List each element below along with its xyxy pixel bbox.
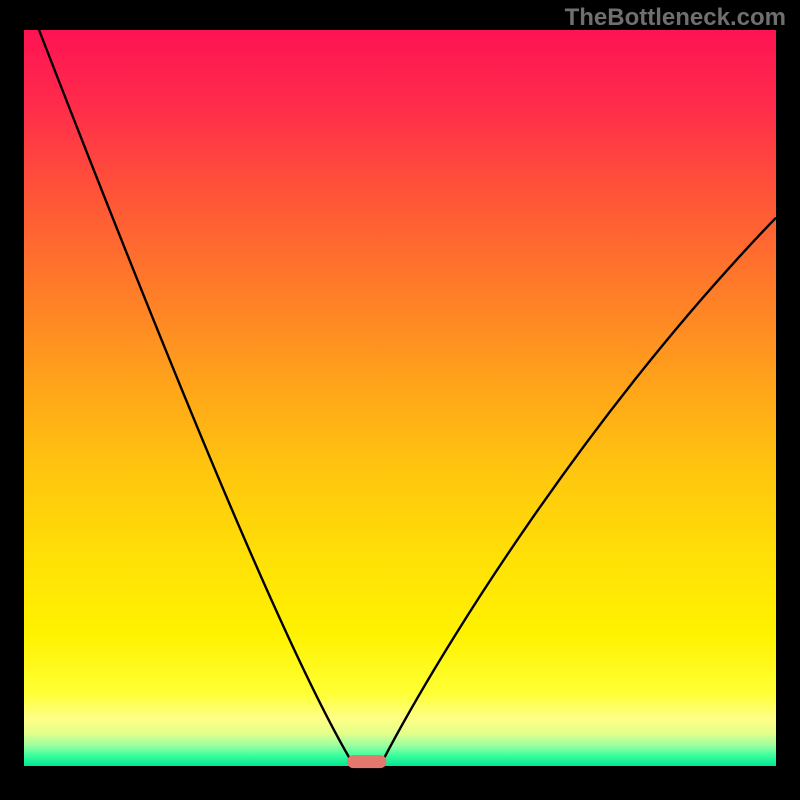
chart-root: TheBottleneck.com bbox=[0, 0, 800, 800]
plot-background bbox=[24, 30, 776, 766]
watermark-text: TheBottleneck.com bbox=[565, 4, 786, 32]
chart-svg bbox=[0, 0, 800, 800]
minimum-marker bbox=[347, 755, 386, 768]
